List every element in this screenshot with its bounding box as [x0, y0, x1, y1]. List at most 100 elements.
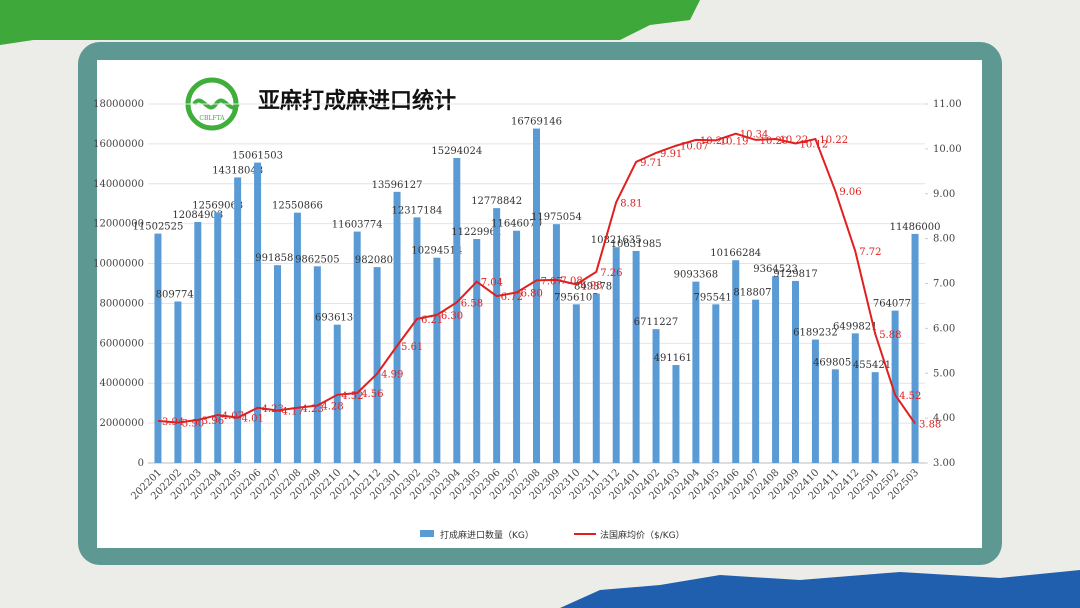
y-tick-label: 18000000 [93, 99, 144, 110]
bar [572, 304, 580, 463]
line-value-label: 5.61 [401, 342, 423, 353]
line-value-label: 10.20 [700, 136, 729, 147]
bar-value-label: 12569063 [192, 200, 243, 211]
legend-label: 法国麻均价（$/KG） [600, 529, 685, 541]
bar-value-label: 12317184 [392, 205, 443, 216]
line-value-label: 7.26 [600, 268, 622, 279]
line-value-label: 4.23 [301, 404, 323, 415]
line-value-label: 9.71 [640, 158, 662, 169]
bar-value-label: 9918585 [255, 253, 300, 264]
line-value-label: 9.91 [660, 149, 682, 160]
line [157, 132, 916, 425]
bar [413, 217, 421, 463]
bar-value-label: 10166284 [710, 248, 761, 259]
line-value-label: 6.72 [501, 292, 523, 303]
line-value-label: 10.22 [819, 135, 848, 146]
bar-value-label: 4911613 [654, 353, 699, 364]
bar-value-label: 15294024 [431, 146, 482, 157]
y-tick-label: 12000000 [93, 219, 144, 230]
bar [871, 372, 879, 463]
line-value-label: 10.19 [720, 136, 749, 147]
bar [712, 304, 720, 463]
line-value-label: 4.28 [321, 402, 343, 413]
y2-tick-label: 9.00 [933, 189, 955, 200]
bar-value-label: 9093368 [674, 270, 719, 281]
y2-tick-label: 6.00 [933, 323, 955, 334]
bar-value-label: 9364523 [753, 264, 798, 275]
bar [792, 280, 799, 463]
bar [692, 281, 700, 463]
bar-value-label: 4698056 [813, 357, 858, 368]
line-value-label: 7.04 [481, 278, 503, 289]
bar-value-label: 6499821 [833, 321, 878, 332]
bar [772, 276, 780, 463]
bar [513, 230, 521, 463]
bar-value-label: 7955412 [694, 292, 739, 303]
bar-value-label: 11646070 [491, 219, 542, 230]
line-value-label: 3.90 [182, 419, 204, 430]
line-value-label: 6.30 [441, 311, 463, 322]
y-tick-label: 0 [138, 458, 144, 469]
bar [293, 212, 301, 463]
line-value-label: 4.52 [899, 391, 921, 402]
y-tick-label: 6000000 [99, 338, 144, 349]
line-value-label: 7.07 [541, 276, 563, 287]
line-value-label: 5.88 [879, 330, 901, 341]
line-value-label: 4.56 [361, 389, 383, 400]
bar [453, 157, 461, 464]
y2-tick-label: 10.00 [933, 144, 962, 155]
bar [891, 310, 899, 463]
bar-value-label: 4554210 [853, 360, 898, 371]
bar-value-label: 11603774 [332, 220, 383, 231]
bar [473, 239, 481, 463]
line-value-label: 7.08 [560, 276, 582, 287]
y2-tick-label: 11.00 [933, 99, 962, 110]
bar-value-label: 12084903 [172, 210, 223, 221]
bar-value-label: 6189232 [793, 328, 838, 339]
bar-value-label: 8493780 [574, 282, 619, 293]
y-tick-label: 8000000 [99, 298, 144, 309]
line-value-label: 6.80 [521, 288, 543, 299]
line-value-label: 4.99 [381, 370, 403, 381]
bar [831, 369, 839, 463]
line-value-label: 8.81 [620, 198, 642, 209]
line-value-label: 4.01 [242, 414, 264, 425]
line-value-label: 10.20 [760, 136, 789, 147]
bar [433, 257, 441, 463]
y-tick-label: 2000000 [99, 418, 144, 429]
bar [254, 162, 262, 463]
bar [353, 231, 361, 463]
bar-value-label: 11975054 [531, 212, 582, 223]
bar-value-label: 10631985 [611, 239, 662, 250]
bar [911, 233, 919, 463]
line-value-label: 4.23 [262, 404, 284, 415]
y-tick-label: 14000000 [93, 179, 144, 190]
bar-value-label: 6711227 [634, 317, 679, 328]
bar-value-label: 15061503 [232, 151, 283, 162]
bar [393, 191, 401, 463]
line-value-label: 10.34 [740, 130, 769, 141]
y-tick-label: 10000000 [93, 259, 144, 270]
line-value-label: 3.94 [162, 417, 184, 428]
bar [612, 247, 620, 463]
y2-tick-label: 8.00 [933, 234, 955, 245]
bar [851, 333, 859, 463]
bar [493, 208, 501, 463]
bar [174, 301, 182, 463]
bar [732, 260, 740, 463]
bar [154, 233, 162, 463]
bar [811, 339, 819, 463]
bar-value-label: 16769146 [511, 117, 562, 128]
y2-tick-label: 7.00 [933, 279, 955, 290]
bar-value-label: 11486000 [890, 222, 941, 233]
line-value-label: 10.12 [800, 139, 829, 150]
line-value-label: 10.07 [680, 142, 709, 153]
line-value-label: 6.58 [461, 298, 483, 309]
bar [592, 293, 600, 463]
bar-value-label: 8188072 [733, 288, 778, 299]
y2-tick-label: 3.00 [933, 458, 955, 469]
bar [533, 128, 540, 463]
bar-value-label: 6936136 [315, 313, 360, 324]
